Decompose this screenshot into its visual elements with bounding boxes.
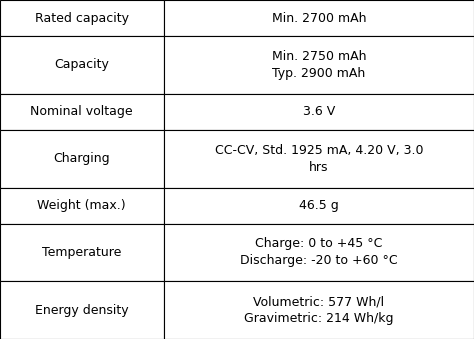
Bar (0, 187, 164, 224)
Text: Capacity: Capacity (55, 58, 109, 72)
Text: Energy density: Energy density (35, 304, 128, 317)
Text: CC-CV, Std. 1925 mA, 4.20 V, 3.0
hrs: CC-CV, Std. 1925 mA, 4.20 V, 3.0 hrs (215, 144, 423, 174)
Bar (0, 130, 164, 187)
Bar (0, 224, 164, 281)
Bar (0, 0, 164, 36)
Text: 3.6 V: 3.6 V (302, 105, 335, 118)
Bar (164, 281, 474, 339)
Bar (164, 94, 474, 130)
Text: Charging: Charging (54, 152, 110, 165)
Text: Min. 2700 mAh: Min. 2700 mAh (272, 12, 366, 24)
Text: Temperature: Temperature (42, 246, 121, 259)
Text: Volumetric: 577 Wh/l
Gravimetric: 214 Wh/kg: Volumetric: 577 Wh/l Gravimetric: 214 Wh… (244, 295, 393, 325)
Bar (164, 0, 474, 36)
Bar (164, 130, 474, 187)
Text: Weight (max.): Weight (max.) (37, 199, 126, 212)
Bar (0, 94, 164, 130)
Bar (164, 187, 474, 224)
Bar (164, 224, 474, 281)
Text: 46.5 g: 46.5 g (299, 199, 338, 212)
Text: Charge: 0 to +45 °C
Discharge: -20 to +60 °C: Charge: 0 to +45 °C Discharge: -20 to +6… (240, 237, 398, 267)
Text: Min. 2750 mAh
Typ. 2900 mAh: Min. 2750 mAh Typ. 2900 mAh (272, 50, 366, 80)
Bar (0, 281, 164, 339)
Bar (164, 36, 474, 94)
Text: Rated capacity: Rated capacity (35, 12, 129, 24)
Text: Nominal voltage: Nominal voltage (30, 105, 133, 118)
Bar (0, 36, 164, 94)
